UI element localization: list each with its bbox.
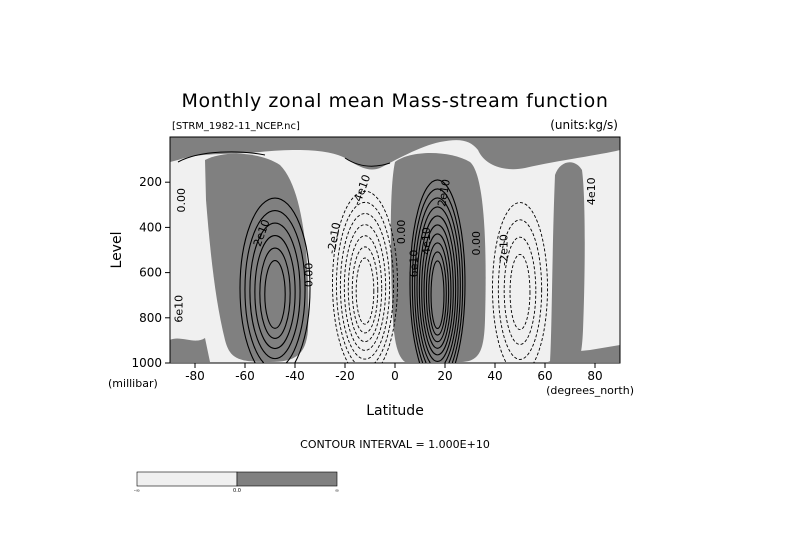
x-tick-label: -40 xyxy=(285,369,305,383)
y-tick-label: 600 xyxy=(139,266,162,280)
x-axis-unit: (degrees_north) xyxy=(546,384,634,397)
contour-label: 2e10 xyxy=(435,178,453,208)
x-axis: -80 -60 -40 -20 0 20 40 60 80 xyxy=(185,363,603,383)
contour-interval: CONTOUR INTERVAL = 1.000E+10 xyxy=(300,438,490,451)
y-tick-label: 400 xyxy=(139,220,162,234)
x-tick-label: 0 xyxy=(391,369,399,383)
contour-tropical-positive xyxy=(411,188,464,363)
contour-label: -2e10 xyxy=(498,234,511,266)
contour-southern-negative xyxy=(339,213,391,360)
colorbar-tick-max: ∞ xyxy=(335,488,339,494)
contour-southern-polar-positive xyxy=(244,209,306,363)
colorbar-tick-min: -∞ xyxy=(134,488,140,494)
colorbar-tick-zero: 0.0 xyxy=(233,488,241,494)
y-tick-label: 1000 xyxy=(131,356,162,370)
southern-positive-region xyxy=(205,153,309,362)
contour-southern-negative xyxy=(343,224,387,351)
contour-southern-negative xyxy=(351,246,379,334)
x-tick-label: 80 xyxy=(587,369,602,383)
contour-lines xyxy=(177,151,548,363)
contour-label: 6e10 xyxy=(173,295,186,323)
plot-area xyxy=(170,137,620,363)
x-tick-label: -20 xyxy=(335,369,355,383)
contour-southern-polar-positive xyxy=(259,247,291,339)
contour-southern-polar-positive xyxy=(239,197,311,363)
colorbar-negative xyxy=(136,471,238,487)
contour-southern-negative xyxy=(347,235,383,343)
upper-positive-band xyxy=(170,137,620,170)
contour-northern-negative xyxy=(503,236,537,345)
contour-tropical-positive xyxy=(428,251,447,336)
x-tick-label: 60 xyxy=(537,369,552,383)
x-tick-label: -80 xyxy=(185,369,205,383)
contour-tropical-positive xyxy=(430,260,445,330)
file-label: [STRM_1982-11_NCEP.nc] xyxy=(172,121,300,132)
contour-southern-polar-positive xyxy=(254,234,296,350)
contour-label: 0.00 xyxy=(303,263,316,288)
contour-tropical-positive xyxy=(421,224,454,356)
contour-label: -2e10 xyxy=(325,221,343,255)
contour-northern-negative xyxy=(497,219,543,360)
contour-tropical-positive xyxy=(423,233,452,349)
y-axis: 200 400 600 800 1000 xyxy=(131,175,170,370)
contour-southern-negative xyxy=(332,190,398,363)
contour-tropical-positive xyxy=(414,197,461,363)
chart-title: Monthly zonal mean Mass-stream function xyxy=(182,90,609,112)
x-tick-label: 20 xyxy=(437,369,452,383)
contour-label: 0.00 xyxy=(395,220,408,245)
contour-label: 0.00 xyxy=(470,231,483,256)
contour-southern-polar-positive xyxy=(249,222,301,360)
x-tick-label: 40 xyxy=(487,369,502,383)
y-tick-label: 200 xyxy=(139,175,162,189)
contour-northern-negative xyxy=(492,202,548,363)
y-axis-unit: (millibar) xyxy=(108,377,158,390)
y-axis-label: Level xyxy=(109,232,125,269)
x-tick-label: -60 xyxy=(235,369,255,383)
contour-label: 0.00 xyxy=(175,188,188,213)
contour-tropical-positive xyxy=(425,242,450,343)
contour-tropical-positive xyxy=(409,179,466,363)
colorbar-positive xyxy=(236,471,338,487)
contour-label: 4e10 xyxy=(585,177,598,205)
contour-label: 6e10 xyxy=(408,250,421,278)
contour-southern-negative xyxy=(336,201,394,363)
contour-tropical-positive xyxy=(416,206,459,363)
northern-positive-region xyxy=(550,162,585,362)
contour-southern-polar-positive xyxy=(264,259,286,329)
contour-label: 4e10 xyxy=(420,227,433,255)
surface-positive-region xyxy=(548,345,620,362)
x-axis-label: Latitude xyxy=(366,403,424,419)
contour-tropical-positive xyxy=(418,215,457,363)
contour-northern-negative xyxy=(509,253,531,331)
colorbar: -∞ 0.0 ∞ xyxy=(134,471,339,494)
units-label: (units:kg/s) xyxy=(550,118,618,132)
zero-contour xyxy=(177,151,391,167)
southern-surface-region xyxy=(170,338,210,362)
y-tick-label: 800 xyxy=(139,311,162,325)
contour-southern-negative xyxy=(355,257,375,325)
positive-shading xyxy=(170,137,620,362)
